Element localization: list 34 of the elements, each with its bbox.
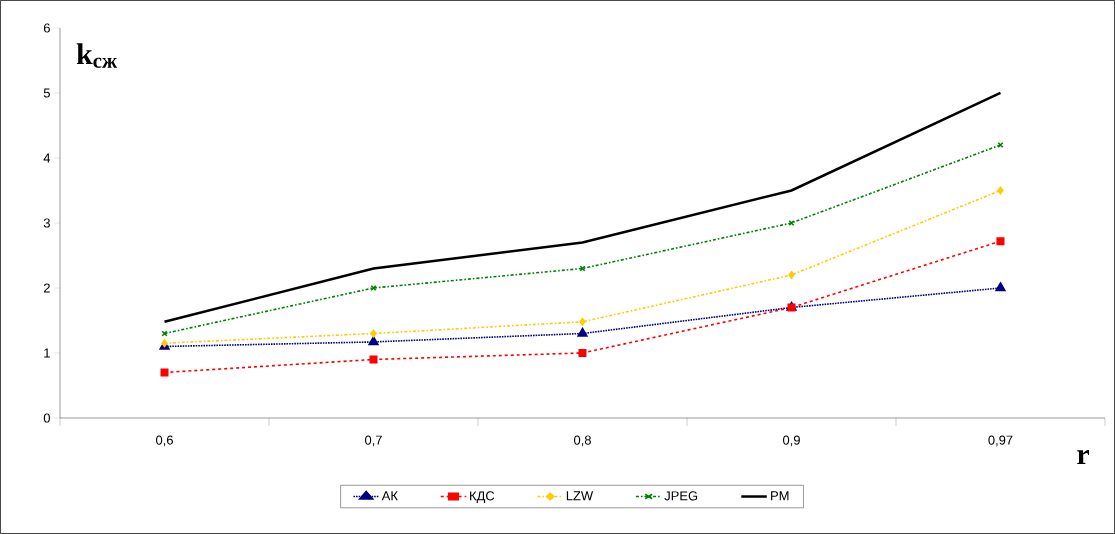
point xyxy=(370,284,377,292)
point xyxy=(788,270,795,279)
legend-label: JPEG xyxy=(664,491,698,501)
point xyxy=(578,348,587,357)
point xyxy=(995,282,1006,292)
y-tick-label: 2 xyxy=(43,283,50,293)
x-tick-label: 0,97 xyxy=(988,435,1013,447)
point xyxy=(369,355,378,364)
point xyxy=(579,265,586,272)
x-tick-label: 0,6 xyxy=(156,435,173,447)
x-tick-label: 0,7 xyxy=(365,435,382,447)
point xyxy=(161,330,168,337)
y-tick-label: 6 xyxy=(43,23,50,33)
y-tick-label: 4 xyxy=(43,153,51,163)
x-tick-label: 0,9 xyxy=(782,435,800,447)
point xyxy=(996,237,1005,246)
y-axis-title: k$_{сж}$ xyxy=(76,43,118,68)
legend-label: АК xyxy=(381,491,398,501)
x-axis-title: r xyxy=(1077,449,1090,465)
y-tick-label: 0 xyxy=(43,413,50,423)
point xyxy=(368,336,379,346)
point xyxy=(577,327,588,337)
y-tick-label: 1 xyxy=(44,348,50,358)
x-tick-label: 0,8 xyxy=(573,435,591,447)
point xyxy=(997,186,1004,195)
y-tick-label: 3 xyxy=(43,218,50,228)
y-tick-label: 5 xyxy=(43,88,50,98)
point xyxy=(579,317,586,326)
line-series xyxy=(163,91,1002,324)
legend-label: PM xyxy=(771,491,789,501)
legend-label: LZW xyxy=(566,491,594,501)
legend-label: КДС xyxy=(470,491,495,503)
point xyxy=(370,329,377,338)
point xyxy=(160,368,169,377)
